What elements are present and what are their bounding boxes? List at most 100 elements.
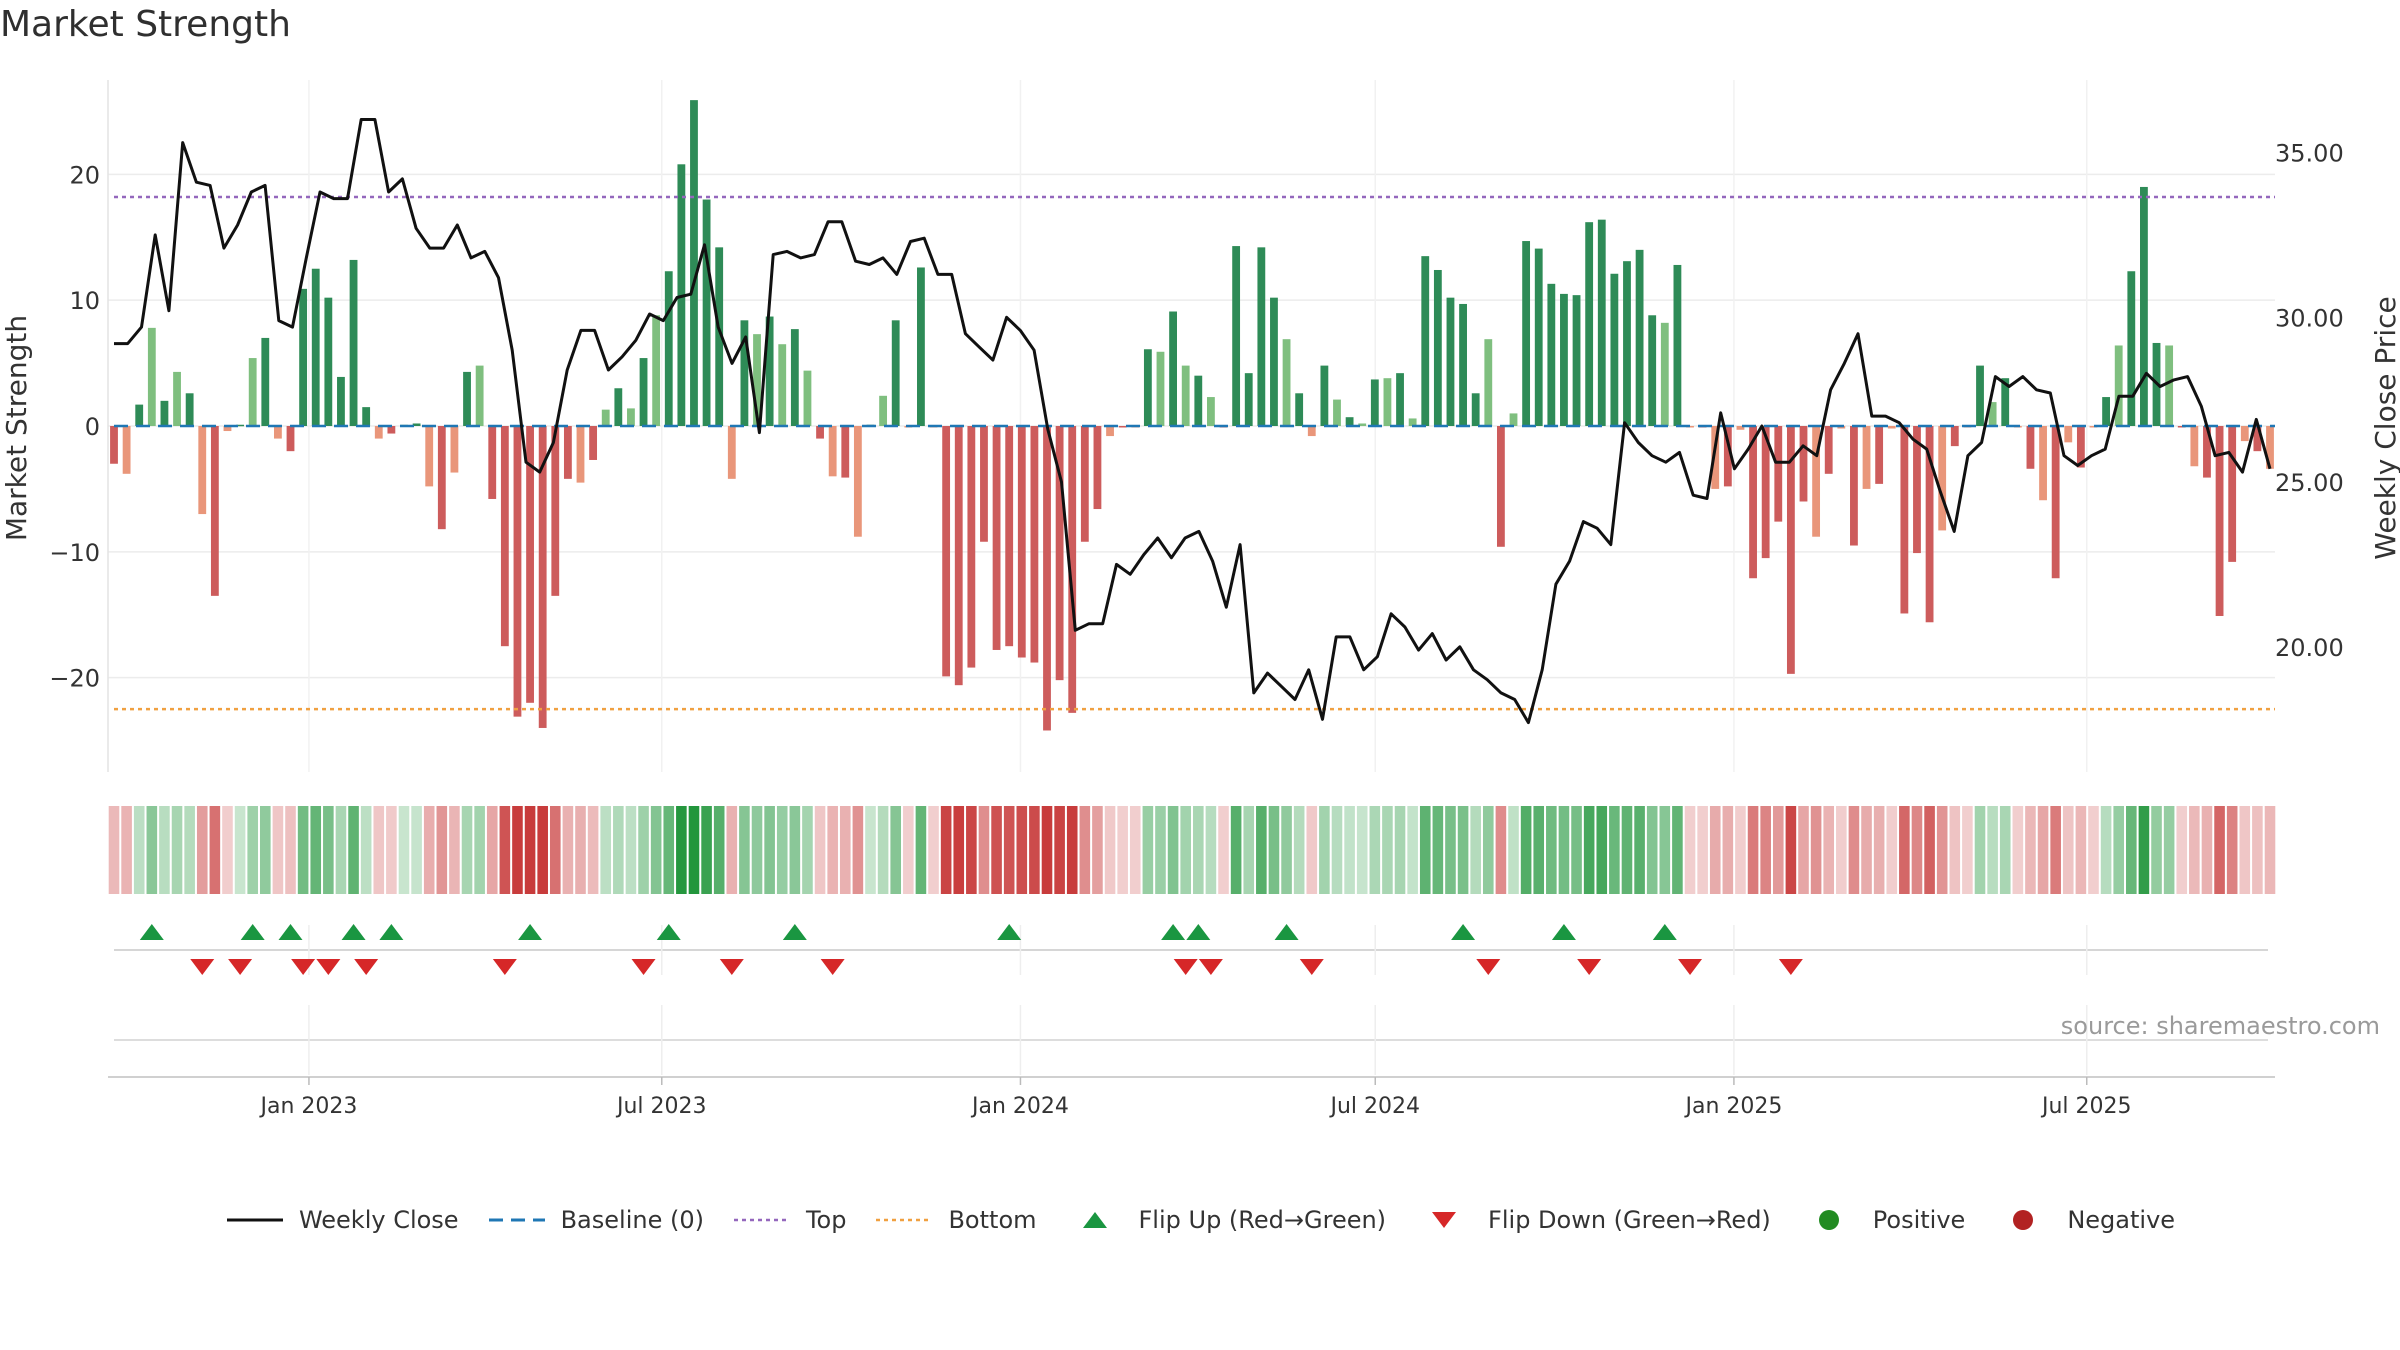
heat-cell bbox=[2151, 806, 2162, 894]
heat-cell bbox=[701, 806, 712, 894]
strength-bar bbox=[778, 344, 787, 426]
strength-bar bbox=[526, 426, 534, 703]
strength-bar bbox=[2215, 426, 2224, 616]
strength-bar bbox=[790, 329, 799, 426]
flip-up-marker bbox=[997, 924, 1022, 940]
heat-cell bbox=[1936, 806, 1948, 894]
heat-cell bbox=[1167, 806, 1179, 894]
strength-bar bbox=[311, 268, 320, 426]
heat-cell bbox=[739, 806, 750, 894]
strength-bar bbox=[1408, 418, 1417, 426]
strength-bar bbox=[967, 426, 976, 668]
strength-bar bbox=[1522, 241, 1531, 426]
strength-bar bbox=[1282, 339, 1291, 426]
strength-bar bbox=[1017, 426, 1026, 658]
heat-cell bbox=[953, 806, 965, 894]
flip-down-marker bbox=[1778, 959, 1803, 975]
heat-cell bbox=[1432, 806, 1444, 894]
heat-cell bbox=[474, 806, 485, 894]
heat-cell bbox=[411, 806, 422, 894]
strength-bar bbox=[223, 426, 232, 432]
heat-cell bbox=[1634, 806, 1645, 894]
heat-cell bbox=[1583, 806, 1595, 894]
heat-cell bbox=[2214, 806, 2225, 894]
heat-cell bbox=[928, 806, 939, 894]
heat-cell bbox=[222, 806, 233, 894]
heat-cell bbox=[1104, 806, 1116, 894]
heat-cell bbox=[650, 806, 662, 894]
weekly-close-series bbox=[114, 118, 2272, 725]
heat-cell bbox=[663, 806, 675, 894]
strength-bar bbox=[917, 267, 925, 426]
x-tick-label: Jul 2023 bbox=[615, 1094, 707, 1119]
heat-cell bbox=[121, 806, 132, 894]
heat-cell bbox=[802, 806, 813, 894]
strength-bar bbox=[1118, 426, 1127, 428]
flip-down-marker bbox=[228, 959, 253, 975]
strength-bar bbox=[2127, 271, 2136, 426]
legend-item: Top bbox=[732, 1206, 846, 1234]
strength-bar bbox=[1244, 373, 1253, 426]
strength-bar bbox=[1181, 365, 1190, 426]
heat-cell bbox=[1382, 806, 1393, 894]
heat-cell bbox=[1987, 806, 1998, 894]
heat-cell bbox=[461, 806, 473, 894]
strength-bar bbox=[337, 376, 345, 426]
y-axis-left: −20 −10 0 10 20 Market Strength bbox=[0, 161, 100, 692]
heat-cell bbox=[196, 806, 208, 894]
weekly-close-line bbox=[114, 118, 2272, 725]
heat-cell bbox=[449, 806, 460, 894]
heat-cell bbox=[1672, 806, 1683, 894]
heat-cell bbox=[991, 806, 1002, 894]
legend-item: Negative bbox=[1993, 1206, 2175, 1234]
flip-up-marker bbox=[240, 924, 265, 940]
triangle-down-icon bbox=[1432, 1212, 1457, 1228]
heat-cell bbox=[940, 806, 952, 894]
strength-bar bbox=[1194, 375, 1203, 426]
strength-bar bbox=[450, 426, 459, 473]
strength-bar bbox=[1421, 256, 1430, 426]
strength-bar bbox=[248, 358, 257, 426]
strength-bar bbox=[1610, 273, 1619, 426]
heat-cell bbox=[1722, 806, 1734, 894]
flip-up-marker bbox=[1186, 924, 1211, 940]
x-tick-label: Jan 2023 bbox=[258, 1094, 357, 1119]
strength-bar bbox=[2140, 186, 2148, 426]
strength-bar bbox=[1068, 426, 1077, 713]
heat-cell bbox=[2163, 806, 2175, 894]
legend-swatch bbox=[2013, 1210, 2034, 1230]
heat-cell bbox=[524, 806, 536, 894]
heat-cell bbox=[1571, 806, 1582, 894]
heat-cell bbox=[726, 806, 738, 894]
strength-bar bbox=[1648, 315, 1657, 426]
heat-cell bbox=[1646, 806, 1658, 894]
strength-bar bbox=[1824, 426, 1833, 474]
strength-bar bbox=[236, 424, 244, 427]
strength-bar bbox=[1900, 426, 1909, 614]
dot-icon bbox=[2013, 1210, 2034, 1230]
strength-bar bbox=[1333, 399, 1341, 426]
strength-bar bbox=[1459, 303, 1467, 426]
strength-bar bbox=[387, 426, 396, 434]
strength-bar bbox=[362, 407, 371, 426]
flip-down-marker bbox=[1198, 959, 1223, 975]
heat-cell bbox=[1924, 806, 1935, 894]
strength-bar bbox=[1938, 426, 1947, 531]
flip-down-marker bbox=[719, 959, 744, 975]
strength-bar bbox=[299, 288, 308, 426]
strength-bar bbox=[488, 426, 497, 499]
heat-cell bbox=[297, 806, 309, 894]
strength-bar bbox=[2190, 426, 2199, 467]
strength-bar bbox=[1484, 339, 1493, 426]
strength-bar bbox=[1055, 426, 1064, 681]
heat-cell bbox=[2264, 806, 2276, 894]
strength-bar bbox=[1270, 297, 1278, 426]
strength-bar bbox=[1433, 269, 1442, 426]
heat-cell bbox=[903, 806, 914, 894]
heat-cell bbox=[260, 806, 271, 894]
heat-cell bbox=[398, 806, 410, 894]
legend-item: Baseline (0) bbox=[487, 1206, 704, 1234]
triangle-up-icon bbox=[1082, 1212, 1107, 1228]
heat-cell bbox=[146, 806, 158, 894]
heat-cell bbox=[1974, 806, 1986, 894]
